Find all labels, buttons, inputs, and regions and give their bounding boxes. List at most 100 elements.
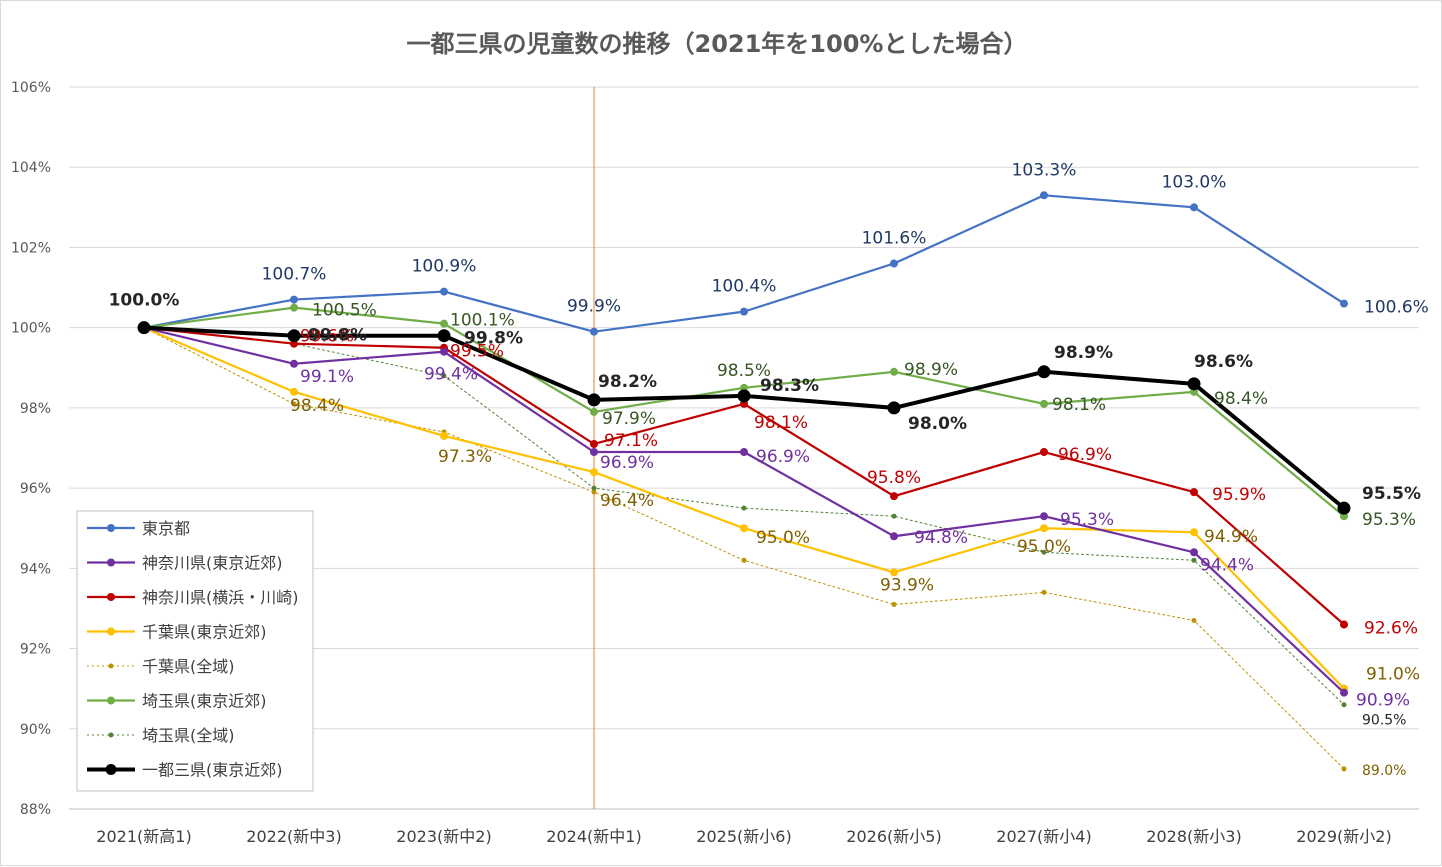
- data-label: 90.9%: [1356, 691, 1410, 711]
- y-tick-label: 92%: [20, 642, 51, 658]
- data-point: [887, 401, 901, 415]
- data-point: [590, 407, 598, 416]
- data-point: [1191, 557, 1197, 563]
- y-tick-label: 102%: [11, 240, 51, 256]
- data-label: 98.1%: [754, 413, 808, 433]
- data-point: [137, 321, 151, 335]
- data-label: 99.4%: [424, 365, 478, 385]
- data-point: [890, 532, 898, 541]
- data-label: 97.9%: [602, 409, 656, 429]
- x-tick-label: 2025(新小6): [696, 827, 791, 846]
- chart-title: 一都三県の児童数の推移（2021年を100%とした場合）: [407, 30, 1028, 58]
- data-label: 100.6%: [1364, 298, 1429, 318]
- data-label: 89.0%: [1362, 763, 1406, 779]
- data-point: [1340, 688, 1348, 697]
- legend-label: 一都三県(東京近郊): [142, 761, 283, 780]
- data-label: 95.9%: [1212, 485, 1266, 505]
- data-label: 92.6%: [1364, 618, 1418, 638]
- data-label: 95.8%: [867, 468, 921, 488]
- data-point: [1040, 399, 1048, 408]
- data-point: [891, 513, 897, 519]
- data-point: [740, 524, 748, 533]
- legend-item: 埼玉県(東京近郊): [87, 692, 267, 711]
- data-label: 100.5%: [312, 301, 377, 321]
- data-point: [890, 568, 898, 577]
- series-line: [142, 325, 1346, 511]
- data-point: [440, 431, 448, 440]
- data-point: [590, 448, 598, 457]
- data-label: 103.3%: [1012, 160, 1077, 180]
- y-tick-label: 106%: [11, 80, 51, 96]
- data-label: 99.1%: [300, 367, 354, 387]
- data-point: [1191, 617, 1197, 623]
- data-label: 95.0%: [756, 528, 810, 548]
- data-label: 100.4%: [712, 277, 777, 297]
- data-point: [737, 389, 751, 403]
- x-tick-label: 2029(新小2): [1296, 827, 1391, 846]
- y-tick-label: 94%: [20, 561, 51, 577]
- legend-label: 千葉県(全域): [142, 657, 235, 676]
- legend-marker: [107, 524, 115, 532]
- data-label: 96.4%: [600, 491, 654, 511]
- data-label: 90.5%: [1362, 713, 1406, 729]
- data-label: 96.9%: [1058, 445, 1112, 465]
- data-label: 99.8%: [308, 326, 367, 346]
- data-point: [1341, 702, 1347, 708]
- data-point: [590, 439, 598, 448]
- data-label: 98.9%: [904, 360, 958, 380]
- series-8: [137, 321, 1351, 515]
- data-point: [1340, 299, 1348, 308]
- y-tick-label: 98%: [20, 401, 51, 417]
- data-label: 101.6%: [862, 228, 927, 248]
- data-point: [440, 319, 448, 328]
- data-label: 95.0%: [1017, 537, 1071, 557]
- y-tick-label: 104%: [11, 160, 51, 176]
- y-axis: 88% 90% 92% 94% 96% 98% 100% 102% 104% 106%: [11, 80, 51, 818]
- data-point: [740, 307, 748, 316]
- data-point: [1341, 766, 1347, 772]
- series-1: [140, 191, 1348, 336]
- data-label: 95.5%: [1362, 484, 1421, 504]
- data-label: 103.0%: [1162, 172, 1227, 192]
- data-point: [1041, 589, 1047, 595]
- y-tick-label: 90%: [20, 722, 51, 738]
- data-label: 98.0%: [908, 414, 967, 434]
- data-point: [440, 347, 448, 356]
- x-tick-label: 2027(新小4): [996, 827, 1091, 846]
- data-point: [1037, 365, 1051, 379]
- data-point: [741, 505, 747, 511]
- legend-label: 東京都: [142, 519, 190, 538]
- data-point: [1040, 191, 1048, 200]
- x-tick-label: 2028(新小3): [1146, 827, 1241, 846]
- legend-label: 神奈川県(横浜・川崎): [142, 588, 299, 607]
- data-label: 94.8%: [914, 528, 968, 548]
- data-label: 94.9%: [1204, 527, 1258, 547]
- x-tick-label: 2024(新中1): [546, 827, 641, 846]
- x-tick-label: 2023(新中2): [396, 827, 491, 846]
- data-label: 99.8%: [464, 329, 523, 349]
- data-point: [741, 557, 747, 563]
- legend-marker: [105, 764, 117, 775]
- legend-marker: [107, 627, 115, 636]
- data-label: 98.4%: [1214, 389, 1268, 409]
- legend-item: 神奈川県(東京近郊): [87, 554, 283, 573]
- data-point: [1340, 620, 1348, 629]
- data-point: [1041, 549, 1047, 555]
- data-point: [891, 601, 897, 607]
- series-4: [140, 323, 1348, 693]
- data-label: 94.4%: [1200, 555, 1254, 575]
- data-point: [1040, 524, 1048, 533]
- data-label: 100.7%: [262, 265, 327, 285]
- data-label: 98.2%: [598, 372, 657, 392]
- data-point: [740, 448, 748, 457]
- x-tick-label: 2021(新高1): [96, 827, 191, 846]
- data-label: 98.1%: [1052, 395, 1106, 415]
- legend-marker: [107, 696, 115, 705]
- data-label: 99.5%: [450, 342, 504, 362]
- data-point: [1190, 548, 1198, 557]
- data-point: [1190, 528, 1198, 537]
- data-point: [1190, 488, 1198, 497]
